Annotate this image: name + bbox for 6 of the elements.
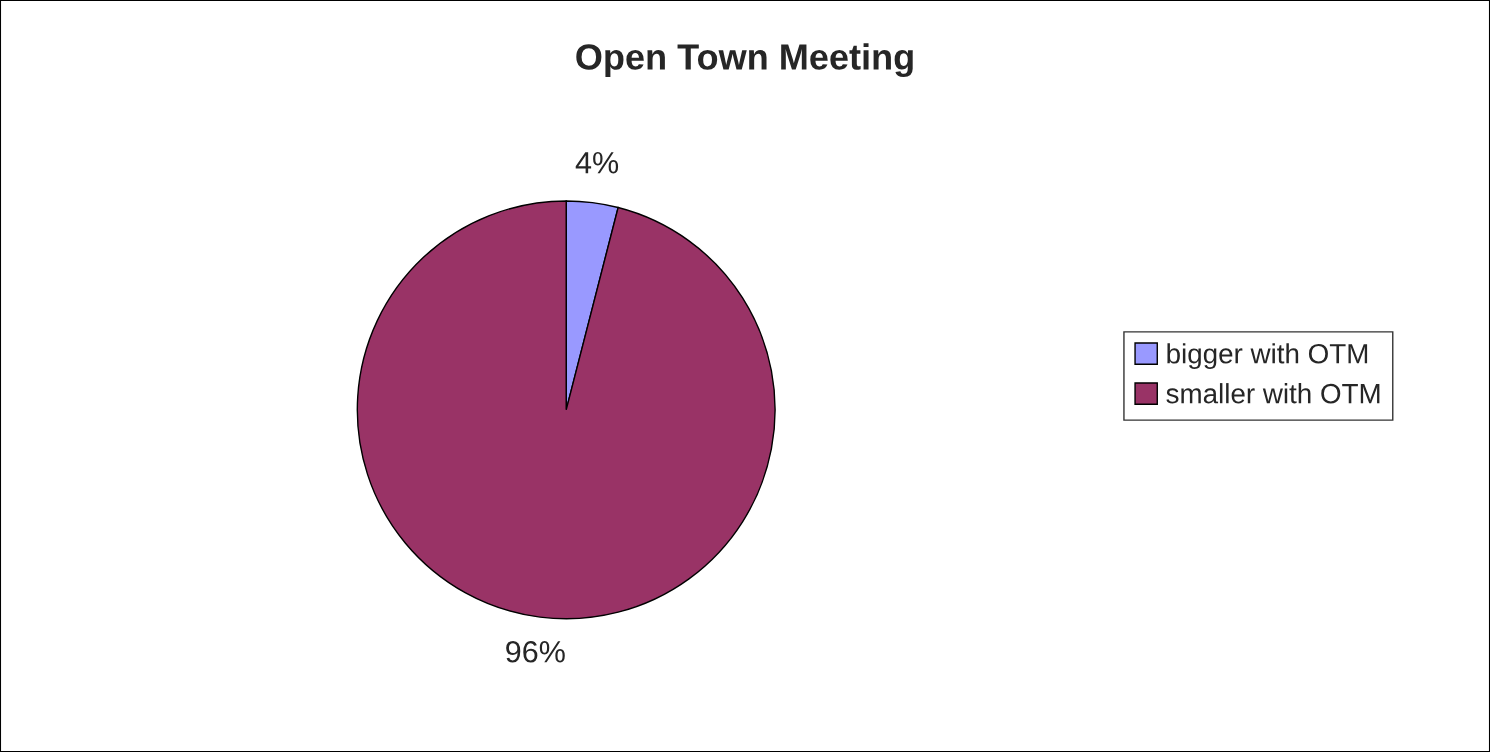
data-label: 96% (506, 640, 565, 663)
chart-title: Open Town Meeting (576, 43, 913, 78)
legend-label: smaller with OTM (1166, 383, 1380, 404)
pie-slice (356, 200, 776, 620)
legend-label: bigger with OTM (1167, 343, 1368, 370)
data-label: 4% (575, 151, 619, 174)
